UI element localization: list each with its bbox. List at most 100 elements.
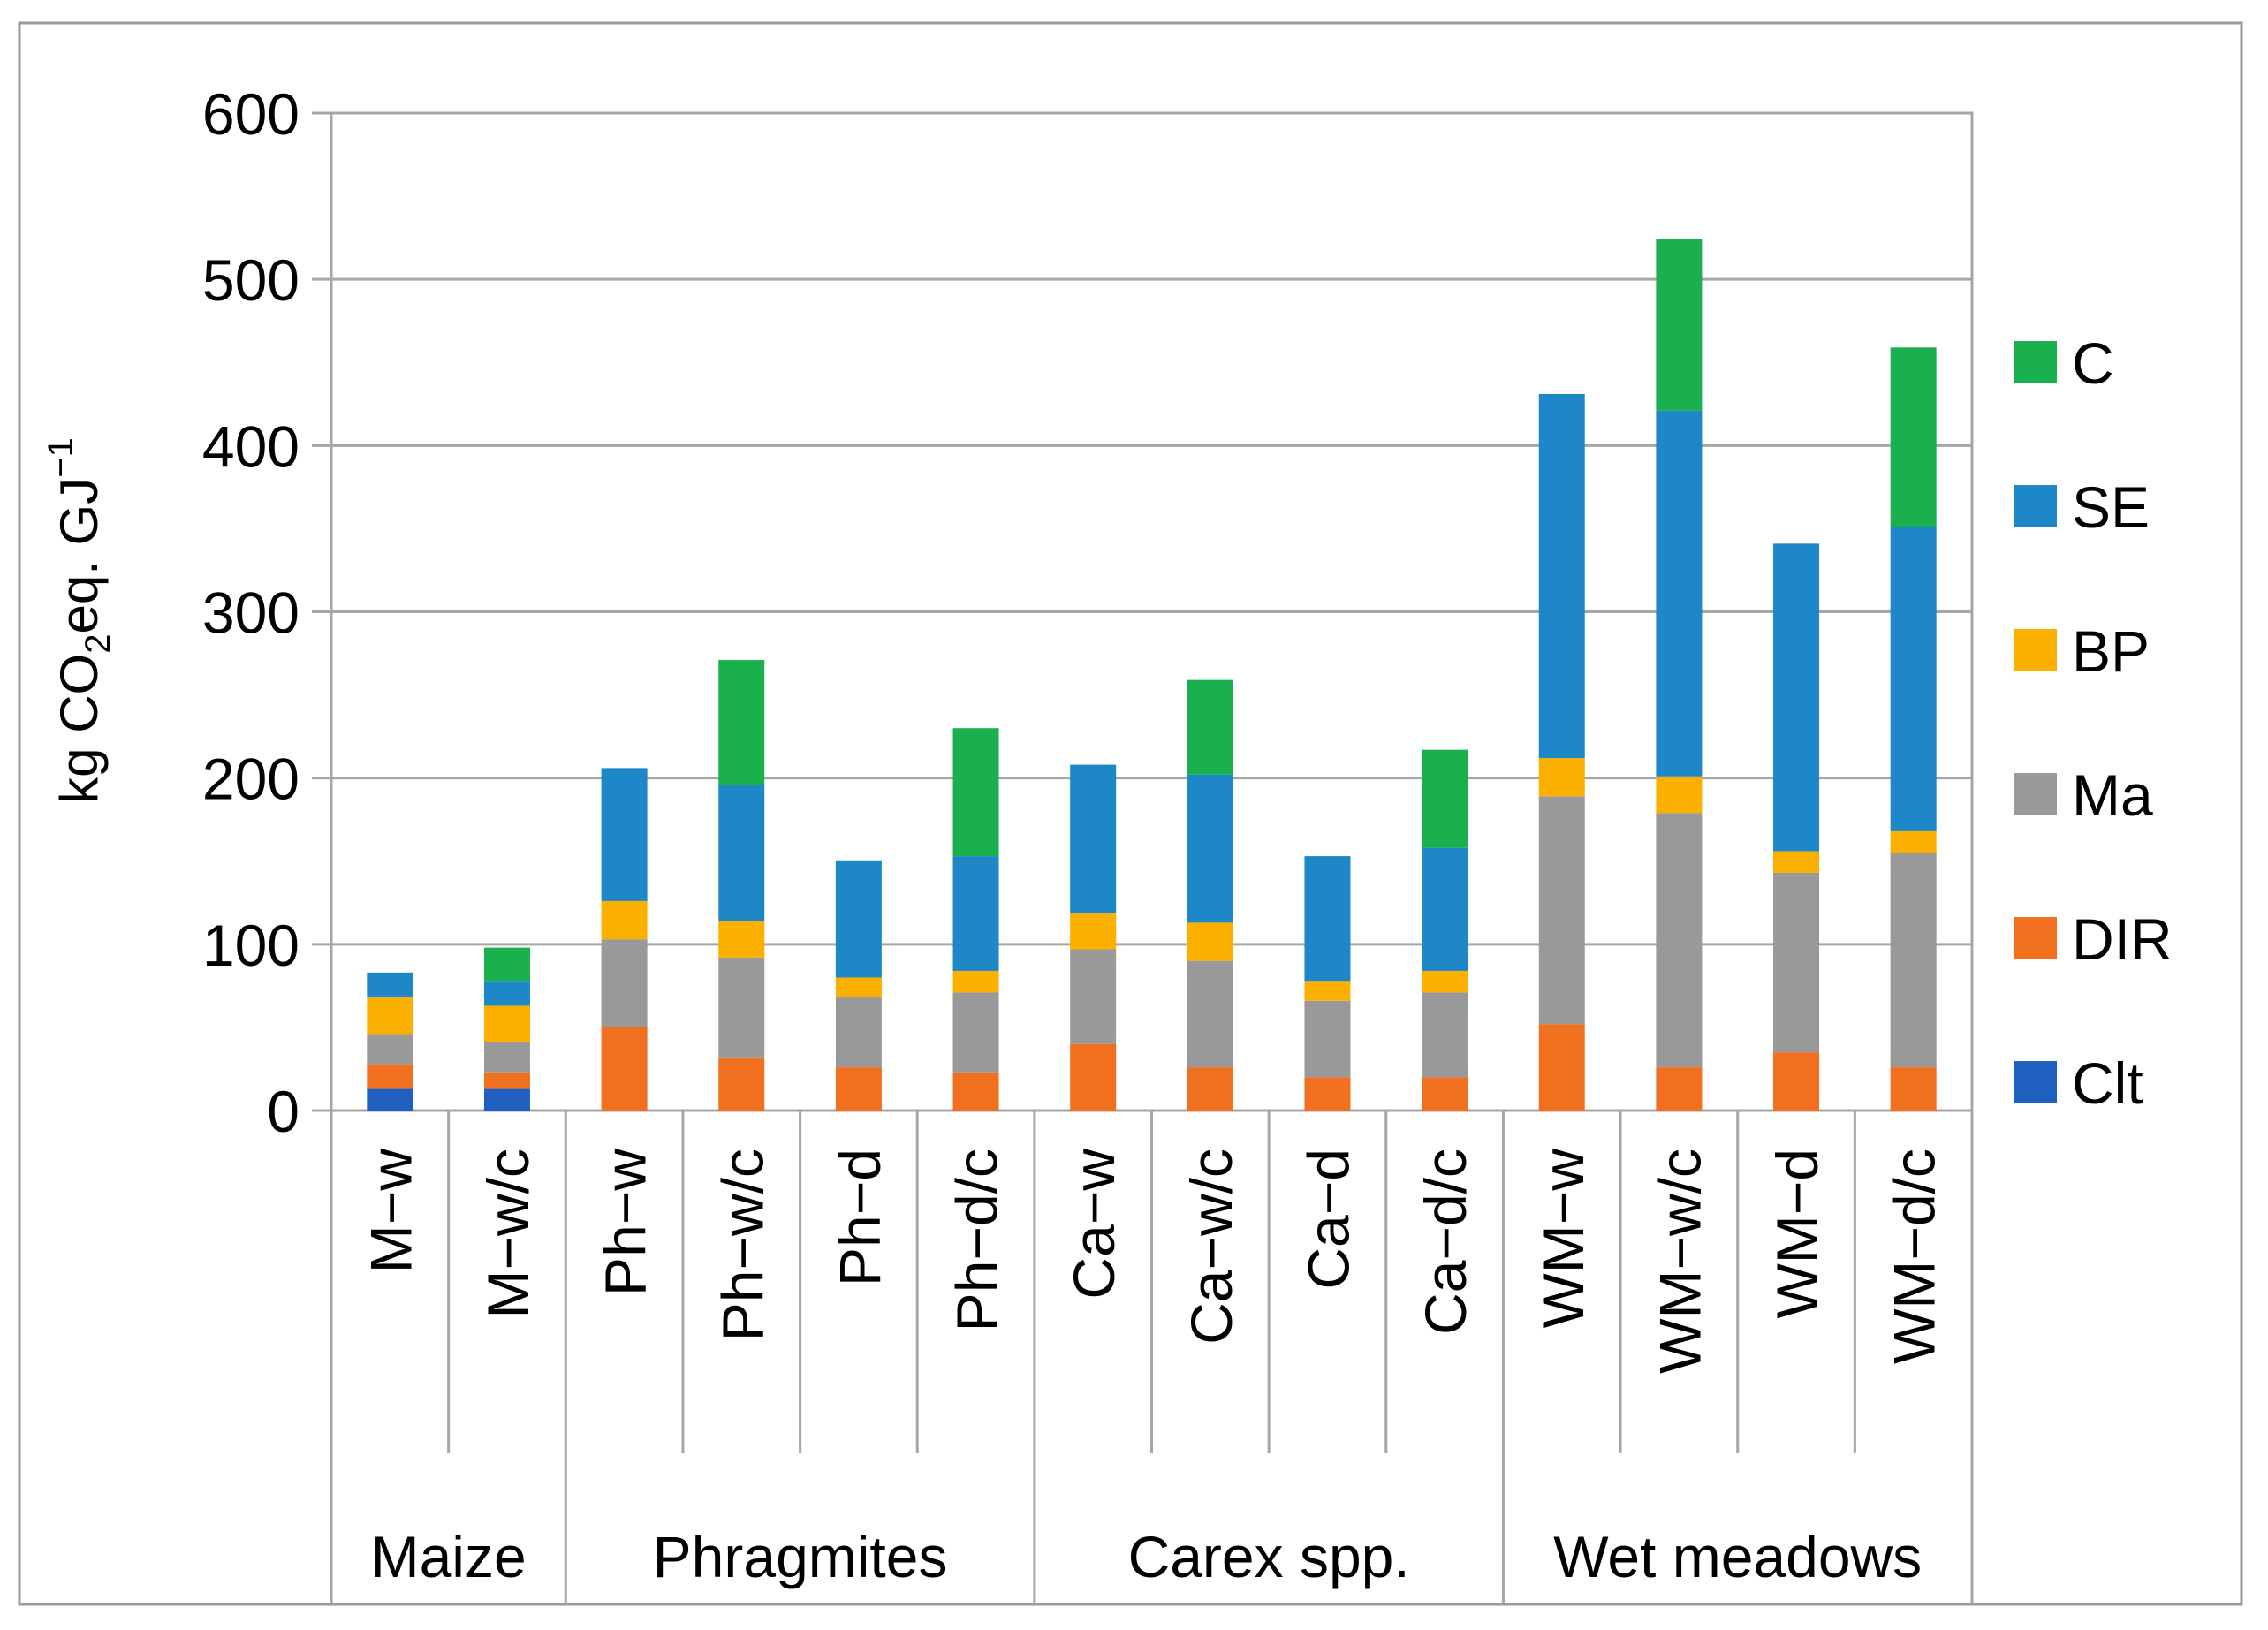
- bar-clt-2: [483, 1088, 530, 1111]
- group-label: Carex spp.: [1128, 1524, 1410, 1589]
- bar-ma-11: [1538, 796, 1585, 1025]
- bar-bp-13: [1773, 851, 1820, 873]
- bar-c-10: [1422, 749, 1468, 848]
- bar-se-11: [1538, 394, 1585, 759]
- legend-swatch-ma: [2014, 773, 2057, 815]
- category-label: Ca−w: [1061, 1149, 1126, 1300]
- bar-ma-6: [952, 992, 999, 1073]
- y-tick-label: 600: [202, 81, 300, 147]
- bar-se-6: [952, 856, 999, 971]
- legend-label-ma: Ma: [2072, 762, 2153, 828]
- bar-dir-7: [1070, 1043, 1117, 1111]
- bar-bp-12: [1656, 776, 1703, 814]
- bar-dir-3: [601, 1027, 648, 1111]
- category-label: Ca−d/c: [1413, 1149, 1478, 1335]
- bar-c-2: [483, 947, 530, 982]
- category-label: WM−d/c: [1882, 1149, 1947, 1364]
- bar-bp-9: [1304, 981, 1351, 1001]
- bar-dir-4: [718, 1057, 765, 1111]
- bar-bp-8: [1187, 922, 1233, 961]
- bar-ma-5: [835, 997, 882, 1068]
- bar-bp-5: [835, 977, 882, 998]
- bar-dir-9: [1304, 1077, 1351, 1111]
- category-label: WM−w/c: [1647, 1149, 1712, 1374]
- group-label: Maize: [371, 1524, 527, 1589]
- y-tick-label: 400: [202, 413, 300, 479]
- bar-se-12: [1656, 410, 1703, 777]
- bar-bp-3: [601, 900, 648, 940]
- y-tick-label: 200: [202, 747, 300, 812]
- bar-ma-10: [1422, 992, 1468, 1078]
- bar-dir-12: [1656, 1067, 1703, 1111]
- bar-se-7: [1070, 764, 1117, 914]
- y-tick-label: 500: [202, 247, 300, 313]
- legend-swatch-c: [2014, 341, 2057, 383]
- bar-se-1: [367, 972, 413, 998]
- bar-dir-5: [835, 1067, 882, 1111]
- bar-c-4: [718, 660, 765, 785]
- y-axis-title-sup: −1: [42, 437, 80, 478]
- group-label: Phragmites: [653, 1524, 948, 1589]
- bar-ma-8: [1187, 960, 1233, 1068]
- legend-label-bp: BP: [2072, 618, 2150, 684]
- group-label: Wet meadows: [1553, 1524, 1922, 1589]
- legend-label-se: SE: [2072, 474, 2150, 540]
- y-axis-title: kg CO2eq. GJ−1: [42, 437, 118, 804]
- bar-dir-8: [1187, 1067, 1233, 1111]
- bar-dir-13: [1773, 1052, 1820, 1111]
- y-tick-label: 300: [202, 580, 300, 646]
- category-label: M−w/c: [475, 1149, 541, 1319]
- bar-se-10: [1422, 847, 1468, 971]
- bar-bp-14: [1890, 830, 1937, 853]
- bar-se-4: [718, 785, 765, 921]
- bar-ma-9: [1304, 1000, 1351, 1078]
- bar-bp-7: [1070, 913, 1117, 950]
- category-label: Ph−d/c: [944, 1149, 1010, 1331]
- category-label: M−w: [358, 1149, 423, 1274]
- bar-se-3: [601, 768, 648, 901]
- bar-c-8: [1187, 679, 1233, 775]
- bar-ma-14: [1890, 853, 1937, 1068]
- legend-swatch-clt: [2014, 1061, 2057, 1103]
- bar-bp-1: [367, 997, 413, 1035]
- category-label: WM−w: [1530, 1149, 1596, 1329]
- legend-swatch-dir: [2014, 917, 2057, 959]
- bar-ma-12: [1656, 813, 1703, 1068]
- bar-se-9: [1304, 856, 1351, 982]
- bar-ma-1: [367, 1034, 413, 1065]
- bar-dir-10: [1422, 1077, 1468, 1111]
- bar-se-14: [1890, 527, 1937, 831]
- category-label: WM−d: [1764, 1149, 1830, 1319]
- y-axis-title-middle: eq. GJ: [49, 478, 109, 634]
- bar-ma-4: [718, 957, 765, 1058]
- bar-bp-4: [718, 921, 765, 958]
- bar-se-8: [1187, 774, 1233, 923]
- bar-bp-10: [1422, 970, 1468, 993]
- bar-dir-11: [1538, 1024, 1585, 1111]
- bar-dir-14: [1890, 1067, 1937, 1111]
- category-label: Ph−w/c: [709, 1149, 775, 1341]
- legend-label-clt: Clt: [2072, 1050, 2143, 1116]
- bar-se-5: [835, 860, 882, 978]
- y-tick-label: 0: [267, 1079, 300, 1144]
- y-tick-label: 100: [202, 913, 300, 978]
- outer-frame: [18, 21, 2243, 1606]
- bar-c-6: [952, 728, 999, 857]
- bar-se-13: [1773, 543, 1820, 852]
- y-axis-title-prefix: kg CO: [49, 654, 109, 804]
- bar-ma-7: [1070, 949, 1117, 1044]
- bar-ma-3: [601, 939, 648, 1027]
- bar-c-12: [1656, 239, 1703, 411]
- bar-dir-1: [367, 1064, 413, 1089]
- legend-swatch-bp: [2014, 629, 2057, 671]
- category-label: Ca−d: [1295, 1149, 1361, 1290]
- bar-dir-6: [952, 1072, 999, 1111]
- bar-bp-11: [1538, 758, 1585, 797]
- bar-ma-2: [483, 1042, 530, 1073]
- bar-bp-6: [952, 970, 999, 993]
- legend-label-c: C: [2072, 330, 2114, 396]
- bar-se-2: [483, 981, 530, 1006]
- bar-clt-1: [367, 1088, 413, 1111]
